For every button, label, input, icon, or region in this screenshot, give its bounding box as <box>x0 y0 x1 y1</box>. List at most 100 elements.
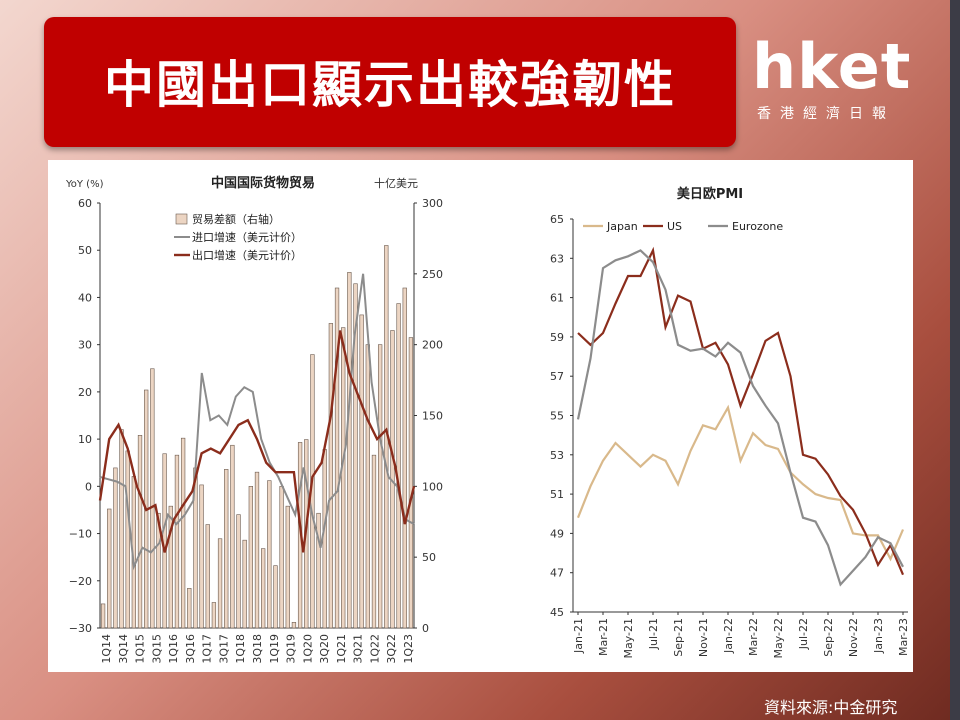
trade-balance-bar <box>273 565 278 629</box>
x-tick-label: 3Q19 <box>285 634 298 664</box>
trade-balance-bar <box>137 435 143 629</box>
y-tick-label: 57 <box>550 370 564 383</box>
x-tick-label: 1Q22 <box>368 634 381 664</box>
left-axis-label: YoY (%) <box>65 179 104 190</box>
x-tick-label: Mar-22 <box>747 618 760 656</box>
trade-balance-bar <box>100 603 106 629</box>
left-tick-label: −30 <box>69 622 92 635</box>
trade-balance-bar <box>224 469 229 629</box>
legend-japan-label: Japan <box>606 220 638 233</box>
trade-balance-bar <box>248 486 253 629</box>
x-tick-label: Jul-22 <box>797 618 810 650</box>
x-tick-label: Jan-22 <box>722 618 735 654</box>
trade-balance-bar <box>230 444 235 629</box>
trade-balance-bar <box>279 486 284 629</box>
right-tick-label: 100 <box>422 480 443 493</box>
y-tick-label: 45 <box>550 606 564 619</box>
y-tick-label: 63 <box>550 252 564 265</box>
trade-balance-bar <box>180 437 186 629</box>
trade-balance-bar <box>334 287 340 629</box>
source-note: 資料來源:中金研究 <box>764 698 898 717</box>
x-tick-label: Mar-21 <box>597 618 610 656</box>
right-axis-label: 十亿美元 <box>374 176 418 190</box>
slide-edge-stripe <box>950 0 960 720</box>
trade-balance-bar <box>359 314 364 629</box>
x-tick-label: 3Q14 <box>117 634 130 664</box>
trade-balance-bar <box>402 287 407 629</box>
y-tick-label: 53 <box>550 449 564 462</box>
right-tick-label: 250 <box>422 268 443 281</box>
trade-balance-bar <box>242 539 247 629</box>
legend-eurozone-label: Eurozone <box>732 220 783 233</box>
hket-logo: hket <box>752 30 912 103</box>
x-tick-label: May-21 <box>622 618 635 659</box>
x-tick-label: Jan-23 <box>872 618 885 654</box>
x-tick-label: Sep-22 <box>822 618 835 657</box>
left-tick-label: 0 <box>85 480 92 493</box>
right-tick-label: 50 <box>422 551 436 564</box>
x-tick-label: 1Q14 <box>100 634 113 664</box>
trade-balance-bar <box>125 450 130 629</box>
x-tick-label: 3Q16 <box>184 634 197 664</box>
y-tick-label: 65 <box>550 213 564 226</box>
right-tick-label: 300 <box>422 197 443 210</box>
japan-pmi-line <box>576 404 905 562</box>
trade-balance-bar <box>396 303 401 629</box>
title-banner: 中國出口顯示出較強韌性 <box>44 17 736 147</box>
slide-title: 中國出口顯示出較強韌性 <box>104 56 676 114</box>
x-tick-label: 1Q18 <box>234 634 247 664</box>
y-tick-label: 49 <box>550 527 564 540</box>
x-tick-label: 1Q17 <box>201 634 214 664</box>
x-tick-label: 3Q18 <box>251 634 264 664</box>
x-tick-label: Nov-22 <box>847 618 860 657</box>
x-tick-label: Sep-21 <box>672 618 685 657</box>
x-tick-label: 1Q21 <box>335 634 348 664</box>
trade-balance-bar <box>107 508 112 629</box>
x-tick-label: 3Q20 <box>318 634 331 664</box>
x-tick-label: 3Q15 <box>150 634 163 664</box>
chart-title: 中国国际货物贸易 <box>211 175 315 191</box>
trade-balance-bar <box>341 327 346 629</box>
x-tick-label: 1Q19 <box>268 634 281 664</box>
x-tick-label: Mar-23 <box>897 618 910 656</box>
x-tick-label: Jul-21 <box>647 618 660 650</box>
chart-panel: 中国国际货物贸易 YoY (%) 十亿美元 60 50 40 30 20 10 0 −10 −20 −3… <box>48 160 913 672</box>
trade-balance-bar <box>150 368 155 629</box>
left-tick-label: 20 <box>78 386 92 399</box>
trade-balance-bar <box>316 512 321 629</box>
trade-balance-bar <box>156 512 161 629</box>
trade-balance-bar <box>113 467 118 629</box>
left-tick-label: 30 <box>78 339 92 352</box>
y-tick-label: 51 <box>550 488 564 501</box>
trade-balance-bar <box>261 548 266 629</box>
left-tick-label: 60 <box>78 197 92 210</box>
us-pmi-line <box>577 246 905 576</box>
trade-balance-bar <box>371 454 377 629</box>
right-tick-label: 150 <box>422 410 443 423</box>
legend-us-label: US <box>667 220 682 233</box>
right-tick-label: 200 <box>422 339 443 352</box>
trade-balance-bar <box>347 272 352 629</box>
trade-balance-bar <box>408 337 414 629</box>
trade-balance-bar <box>322 449 327 629</box>
x-tick-label: Jan-21 <box>572 618 585 654</box>
y-tick-label: 55 <box>550 410 564 423</box>
x-tick-label: 1Q16 <box>167 634 180 664</box>
y-tick-label: 61 <box>550 292 564 305</box>
trade-balance-bar <box>217 538 223 629</box>
trade-balance-bar <box>119 429 124 629</box>
trade-balance-bar <box>187 588 192 629</box>
x-tick-label: 3Q17 <box>217 634 230 664</box>
trade-balance-bar <box>254 471 260 629</box>
x-tick-label: May-22 <box>772 618 785 659</box>
x-tick-label: 1Q23 <box>402 634 415 664</box>
trade-balance-bar <box>328 323 334 629</box>
left-tick-label: 10 <box>78 433 92 446</box>
trade-balance-bar <box>291 622 297 629</box>
chart-title: 美日欧PMI <box>677 186 743 202</box>
pmi-chart: 美日欧PMI 65 63 61 59 57 55 53 51 49 47 45 Jan-21 Mar-21… <box>550 186 910 659</box>
trade-balance-bar <box>199 484 204 629</box>
trade-balance-bar <box>205 524 210 629</box>
x-tick-label: 3Q21 <box>352 634 365 664</box>
import-growth-line <box>99 273 415 571</box>
